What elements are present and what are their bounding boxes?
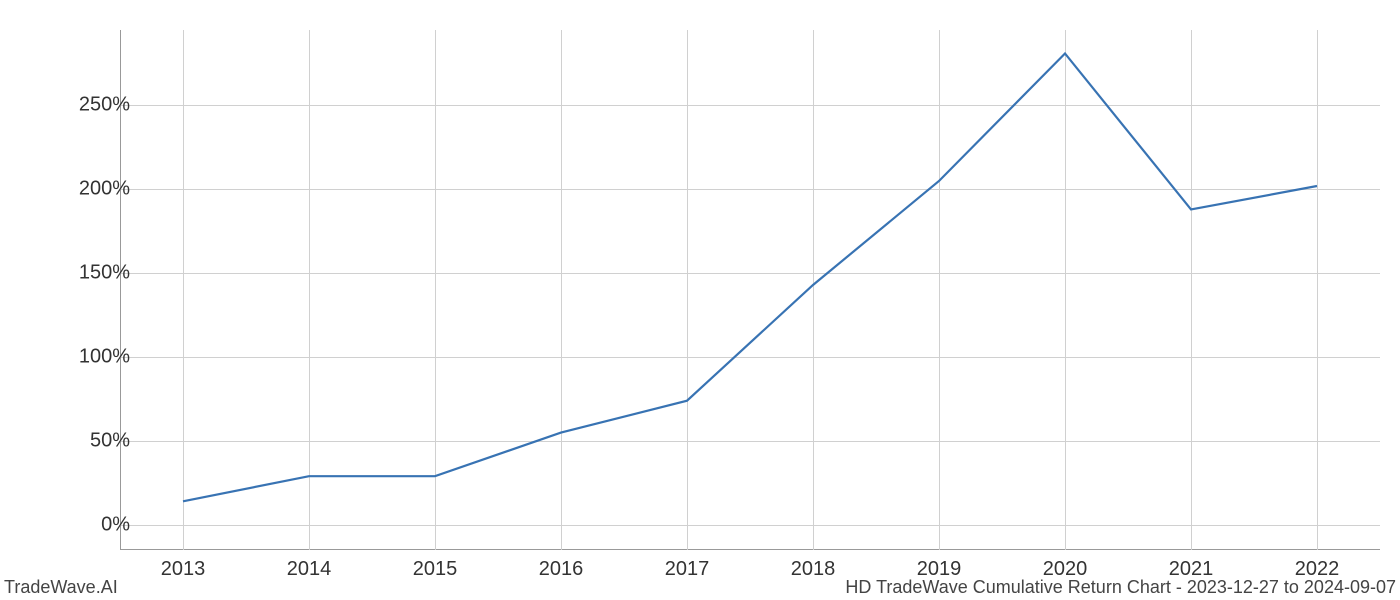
y-tick-label: 150%: [79, 262, 130, 285]
x-tick-label: 2015: [413, 558, 458, 581]
y-tick-label: 100%: [79, 346, 130, 369]
line-series-svg: [120, 30, 1380, 550]
y-tick-label: 0%: [101, 513, 130, 536]
x-tick-label: 2016: [539, 558, 584, 581]
footer-caption: HD TradeWave Cumulative Return Chart - 2…: [845, 577, 1396, 598]
x-tick-label: 2014: [287, 558, 332, 581]
cumulative-return-line: [183, 53, 1317, 501]
y-tick-label: 200%: [79, 178, 130, 201]
footer-brand: TradeWave.AI: [4, 577, 118, 598]
y-tick-label: 50%: [90, 429, 130, 452]
x-tick-label: 2013: [161, 558, 206, 581]
y-tick-label: 250%: [79, 94, 130, 117]
x-tick-label: 2018: [791, 558, 836, 581]
chart-plot-area: [120, 30, 1380, 550]
x-tick-label: 2017: [665, 558, 710, 581]
